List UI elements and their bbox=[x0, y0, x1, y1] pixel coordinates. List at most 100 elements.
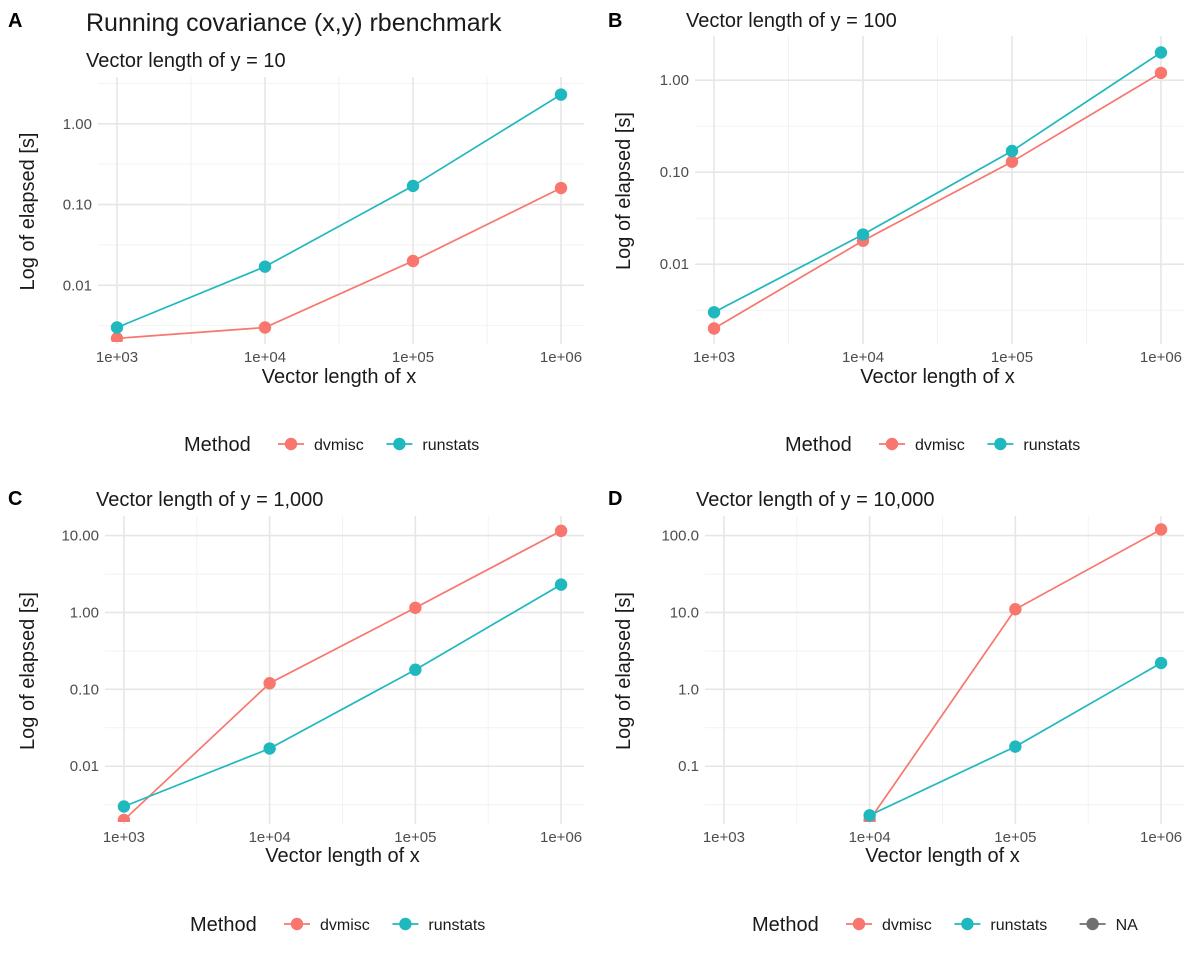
grid bbox=[705, 516, 1184, 824]
data-point-dvmisc bbox=[263, 677, 276, 690]
legend-title: Method bbox=[785, 434, 852, 456]
y-axis-title: Log of elapsed [s] bbox=[613, 112, 635, 270]
legend-key-point bbox=[852, 917, 866, 931]
series-line-dvmisc bbox=[116, 187, 562, 340]
x-tick-label: 1e+03 bbox=[703, 829, 745, 846]
data-point-runstats bbox=[263, 742, 276, 755]
x-tick-label: 1e+05 bbox=[394, 829, 436, 846]
legend-title: Method bbox=[752, 914, 819, 936]
x-tick-label: 1e+04 bbox=[849, 829, 891, 846]
x-tick-label: 1e+05 bbox=[994, 829, 1036, 846]
series-line-runstats bbox=[713, 51, 1162, 314]
y-tick-label: 1.00 bbox=[660, 72, 689, 89]
series-runstats bbox=[707, 46, 1168, 319]
x-tick-label: 1e+06 bbox=[540, 349, 582, 366]
y-tick-label: 0.01 bbox=[660, 256, 689, 273]
legend-title: Method bbox=[184, 434, 251, 456]
data-point-runstats bbox=[856, 228, 870, 241]
y-axis-title: Log of elapsed [s] bbox=[17, 133, 39, 291]
data-point-runstats bbox=[110, 321, 124, 334]
grid bbox=[98, 77, 584, 344]
x-tick-label: 1e+03 bbox=[693, 349, 735, 366]
legend: Method dvmisc runstats bbox=[190, 914, 485, 936]
legend: Method dvmisc runstats bbox=[785, 434, 1080, 456]
x-tick-label: 1e+03 bbox=[96, 349, 138, 366]
legend-key-point bbox=[961, 917, 974, 931]
panel-letter: B bbox=[608, 10, 622, 32]
legend: Method dvmisc runstats bbox=[184, 434, 479, 456]
y-axis-title: Log of elapsed [s] bbox=[17, 592, 39, 750]
legend-key-point bbox=[399, 917, 412, 931]
x-axis-title: Vector length of x bbox=[860, 366, 1015, 388]
panel-letter: D bbox=[608, 488, 622, 510]
data-point-runstats bbox=[1005, 144, 1019, 158]
legend-label: dvmisc bbox=[915, 437, 965, 454]
y-tick-label: 0.10 bbox=[660, 164, 689, 181]
x-tick-label: 1e+06 bbox=[1140, 829, 1182, 846]
y-tick-label: 0.01 bbox=[70, 758, 99, 775]
data-point-dvmisc bbox=[258, 321, 272, 334]
series-line-runstats bbox=[123, 583, 562, 808]
panel-c: C Vector length of y = 1,000 1e+03 1e+04 1e+… bbox=[8, 488, 584, 936]
grid bbox=[695, 36, 1184, 344]
data-point-runstats bbox=[1154, 656, 1168, 670]
x-axis-title: Vector length of x bbox=[265, 845, 420, 867]
y-tick-label: 0.1 bbox=[678, 758, 699, 775]
data-point-dvmisc bbox=[554, 524, 568, 538]
data-point-dvmisc bbox=[554, 181, 568, 195]
series-runstats bbox=[117, 578, 568, 813]
x-tick-label: 1e+03 bbox=[103, 829, 145, 846]
grid bbox=[105, 516, 584, 824]
series-line-dvmisc bbox=[123, 530, 562, 821]
series-dvmisc bbox=[117, 524, 568, 822]
data-point-runstats bbox=[1154, 46, 1168, 59]
series-runstats bbox=[110, 88, 568, 334]
data-point-dvmisc bbox=[117, 813, 131, 822]
data-point-dvmisc bbox=[409, 601, 422, 614]
y-tick-label: 0.10 bbox=[63, 197, 92, 214]
panel-a: A Vector length of y = 10 1e+03 1e+04 1e+05 1… bbox=[8, 10, 584, 456]
data-point-runstats bbox=[409, 663, 422, 676]
y-tick-label: 1.00 bbox=[70, 604, 99, 621]
series-runstats bbox=[863, 656, 1168, 822]
legend-label: runstats bbox=[422, 437, 479, 454]
x-axis-title: Vector length of x bbox=[262, 366, 417, 388]
x-tick-label: 1e+04 bbox=[244, 349, 286, 366]
legend: Method dvmisc runstats NA bbox=[752, 914, 1138, 936]
panel-subtitle: Vector length of y = 10 bbox=[86, 50, 286, 72]
y-tick-label: 1.0 bbox=[678, 681, 699, 698]
x-axis-title: Vector length of x bbox=[865, 845, 1020, 867]
panel-subtitle: Vector length of y = 1,000 bbox=[96, 489, 323, 511]
data-point-runstats bbox=[1009, 740, 1022, 753]
data-point-dvmisc bbox=[707, 322, 721, 335]
legend-label: NA bbox=[1116, 917, 1139, 934]
data-point-dvmisc bbox=[406, 254, 420, 268]
panel-letter: C bbox=[8, 488, 22, 510]
data-point-runstats bbox=[258, 260, 272, 273]
data-point-runstats bbox=[554, 578, 568, 591]
legend-key-point bbox=[994, 437, 1007, 451]
y-tick-label: 0.01 bbox=[63, 277, 92, 294]
data-point-dvmisc bbox=[1005, 155, 1019, 168]
data-point-runstats bbox=[554, 88, 568, 101]
data-point-runstats bbox=[863, 809, 876, 822]
x-tick-label: 1e+05 bbox=[991, 349, 1033, 366]
legend-title: Method bbox=[190, 914, 257, 936]
legend-key-point bbox=[1086, 917, 1099, 931]
legend-label: dvmisc bbox=[882, 917, 932, 934]
legend-label: dvmisc bbox=[314, 437, 364, 454]
panel-subtitle: Vector length of y = 100 bbox=[686, 10, 897, 32]
main-title: Running covariance (x,y) rbenchmark bbox=[86, 9, 502, 37]
panel-letter: A bbox=[8, 10, 22, 32]
panel-b: B Vector length of y = 100 1e+03 1e+04 1e+05… bbox=[608, 10, 1184, 456]
panel-subtitle: Vector length of y = 10,000 bbox=[696, 489, 935, 511]
series-line-dvmisc bbox=[713, 72, 1162, 330]
legend-key-point bbox=[290, 917, 304, 931]
panel-d: D Vector length of y = 10,000 1e+03 1e+04 1e… bbox=[608, 488, 1184, 936]
series-line-runstats bbox=[116, 93, 562, 329]
y-tick-label: 10.0 bbox=[670, 604, 699, 621]
x-tick-label: 1e+06 bbox=[540, 829, 582, 846]
y-tick-label: 100.0 bbox=[661, 528, 699, 545]
